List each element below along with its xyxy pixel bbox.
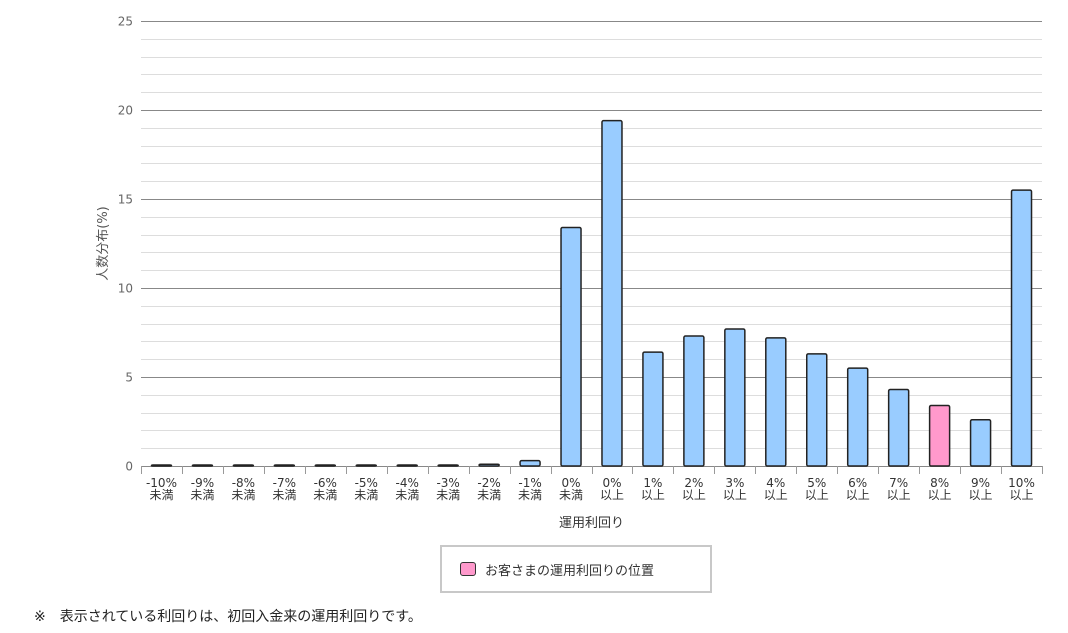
bar (846, 367, 869, 467)
x-tick-label: 10% (1008, 476, 1035, 490)
x-tick-label: -4% (396, 476, 419, 490)
bar (806, 353, 828, 467)
x-tick-label: 未満 (149, 488, 173, 502)
x-tick-label: -6% (314, 476, 337, 490)
x-tick-label: 6% (848, 476, 867, 490)
x-tick-label: -3% (436, 476, 459, 490)
x-tick-label: 2% (684, 476, 703, 490)
y-tick-label: 20 (118, 104, 133, 118)
bar (683, 335, 705, 467)
x-axis-title: 運用利回り (559, 516, 624, 531)
x-tick-label: -2% (477, 476, 500, 490)
x-tick-label: 0% (602, 476, 621, 490)
bar (355, 464, 377, 467)
bar (396, 464, 418, 467)
x-tick-label: 1% (643, 476, 662, 490)
x-tick-label: 以上 (1010, 488, 1034, 502)
x-tick-label: 9% (971, 476, 990, 490)
chart-legend: お客さまの運用利回りの位置 (440, 545, 712, 593)
y-tick-label: 0 (125, 460, 133, 474)
bar (478, 463, 500, 467)
x-tick-label: 未満 (395, 488, 419, 502)
x-tick-label: 以上 (600, 488, 624, 502)
bar-chart: 0510152025-10%未満-9%未満-8%未満-7%未満-6%未満-5%未… (96, 15, 1043, 531)
y-tick-label: 10 (118, 282, 133, 296)
x-tick-label: 未満 (313, 488, 337, 502)
x-tick-label: 未満 (559, 488, 583, 502)
bar (273, 464, 296, 467)
x-tick-label: -5% (355, 476, 378, 490)
bar (969, 418, 992, 467)
bar (232, 464, 255, 467)
x-tick-label: -7% (273, 476, 296, 490)
footnote: ※ 表示されている利回りは、初回入金来の運用利回りです。 (34, 609, 422, 625)
legend-swatch (460, 562, 476, 576)
x-tick-label: 4% (766, 476, 785, 490)
bar (560, 226, 582, 467)
x-tick-label: 以上 (764, 488, 788, 502)
bar (519, 459, 541, 467)
x-tick-label: 以上 (887, 488, 911, 502)
x-tick-label: 未満 (190, 488, 214, 502)
bar (765, 337, 787, 467)
y-tick-label: 5 (125, 371, 133, 385)
x-tick-label: 以上 (641, 488, 665, 502)
x-tick-label: 以上 (682, 488, 706, 502)
x-tick-label: 未満 (436, 488, 460, 502)
y-tick-label: 15 (118, 193, 133, 207)
x-tick-label: 未満 (231, 488, 255, 502)
x-tick-label: 以上 (969, 488, 993, 502)
x-tick-label: 8% (930, 476, 949, 490)
bar (437, 464, 459, 467)
x-tick-label: 5% (807, 476, 826, 490)
x-tick-label: 0% (561, 476, 580, 490)
bar (724, 328, 746, 467)
legend-label: お客さまの運用利回りの位置 (485, 563, 655, 579)
x-tick-label: -10% (146, 476, 177, 490)
bar (191, 464, 214, 467)
x-tick-label: 3% (725, 476, 744, 490)
x-tick-label: 未満 (518, 488, 542, 502)
bar (1010, 189, 1033, 467)
x-tick-label: 未満 (354, 488, 378, 502)
x-tick-label: -8% (232, 476, 255, 490)
y-tick-label: 25 (118, 15, 133, 29)
y-axis-title: 人数分布(%) (96, 206, 111, 281)
bar (150, 464, 173, 467)
x-tick-label: 未満 (272, 488, 296, 502)
bar (887, 388, 910, 467)
bar (314, 464, 337, 467)
x-tick-label: -9% (191, 476, 214, 490)
bar-highlighted (928, 404, 951, 467)
bar (601, 119, 623, 467)
bar (642, 351, 664, 467)
x-tick-label: 以上 (928, 488, 952, 502)
x-tick-label: 7% (889, 476, 908, 490)
x-tick-label: 以上 (846, 488, 870, 502)
x-tick-label: 以上 (805, 488, 829, 502)
x-tick-label: -1% (518, 476, 541, 490)
x-tick-label: 未満 (477, 488, 501, 502)
x-tick-label: 以上 (723, 488, 747, 502)
